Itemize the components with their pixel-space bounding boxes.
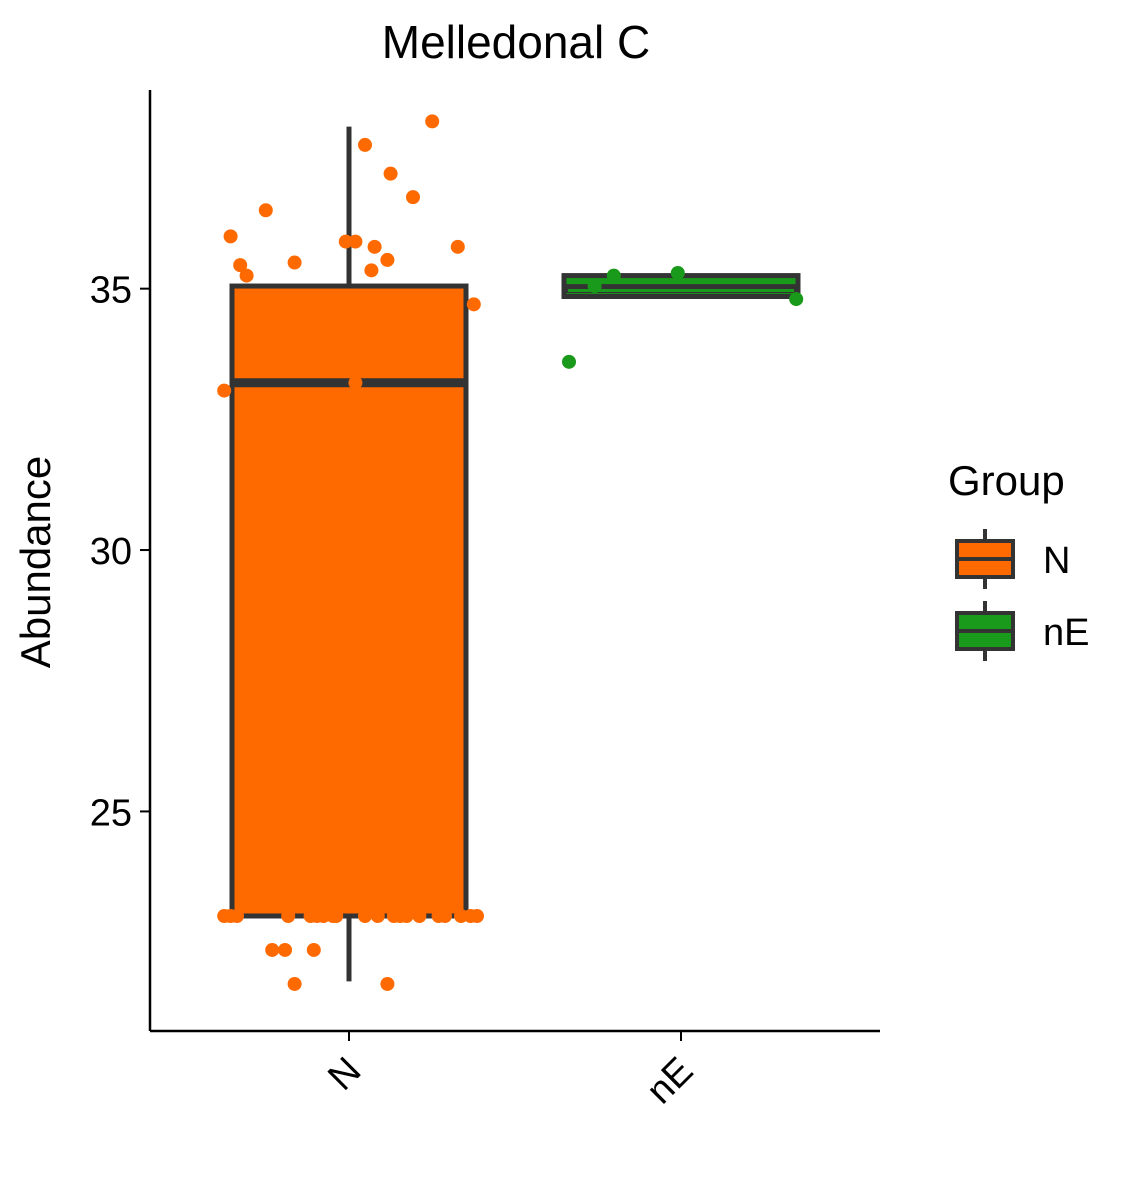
legend-title: Group (948, 457, 1065, 504)
data-point (370, 908, 385, 923)
data-point (258, 203, 273, 218)
data-point (438, 908, 452, 923)
data-point (454, 908, 468, 923)
data-point (367, 239, 382, 254)
data-point (287, 976, 302, 991)
data-point (329, 908, 344, 923)
axes: 25 30 35 N nE (90, 90, 880, 1112)
data-point (412, 908, 427, 923)
legend: Group NnE (948, 457, 1089, 661)
data-point (316, 908, 331, 923)
data-point (223, 229, 238, 244)
data-point (399, 908, 414, 923)
box-body (229, 283, 469, 919)
y-tick-label: 25 (90, 792, 132, 834)
data-point (450, 239, 465, 254)
data-point (470, 908, 484, 923)
chart-title: Melledonal C (382, 16, 650, 68)
data-point (606, 268, 621, 283)
data-point (358, 908, 372, 923)
data-point (562, 354, 576, 369)
data-point (230, 908, 244, 923)
legend-entry-nE: nE (955, 601, 1089, 661)
plot-area (217, 114, 804, 991)
data-point (358, 137, 372, 152)
data-point (265, 942, 280, 957)
data-point (278, 942, 292, 957)
data-point (380, 976, 395, 991)
data-point (306, 942, 321, 957)
y-tick-label: 35 (90, 270, 132, 312)
y-tick-label: 30 (90, 531, 132, 573)
data-point (587, 279, 602, 294)
data-point (789, 292, 804, 307)
data-point (466, 297, 481, 312)
legend-entries: NnE (955, 529, 1089, 661)
data-point (383, 166, 398, 181)
x-tick-label: nE (639, 1050, 702, 1113)
data-point (287, 255, 302, 270)
legend-label: nE (1043, 612, 1089, 654)
data-point (348, 234, 363, 249)
data-point (338, 234, 353, 249)
legend-entry-N: N (955, 529, 1070, 589)
data-point (233, 258, 248, 273)
data-point (239, 268, 254, 283)
data-point (281, 908, 296, 923)
data-point (425, 114, 440, 129)
legend-label: N (1043, 540, 1070, 582)
y-axis-title: Abundance (12, 456, 59, 669)
data-point (670, 265, 685, 280)
data-point (364, 263, 379, 278)
data-point (380, 252, 395, 267)
x-tick-label: N (320, 1050, 369, 1099)
data-point (348, 375, 363, 390)
box-N (229, 126, 469, 982)
data-point (406, 190, 420, 205)
data-point (217, 383, 232, 398)
